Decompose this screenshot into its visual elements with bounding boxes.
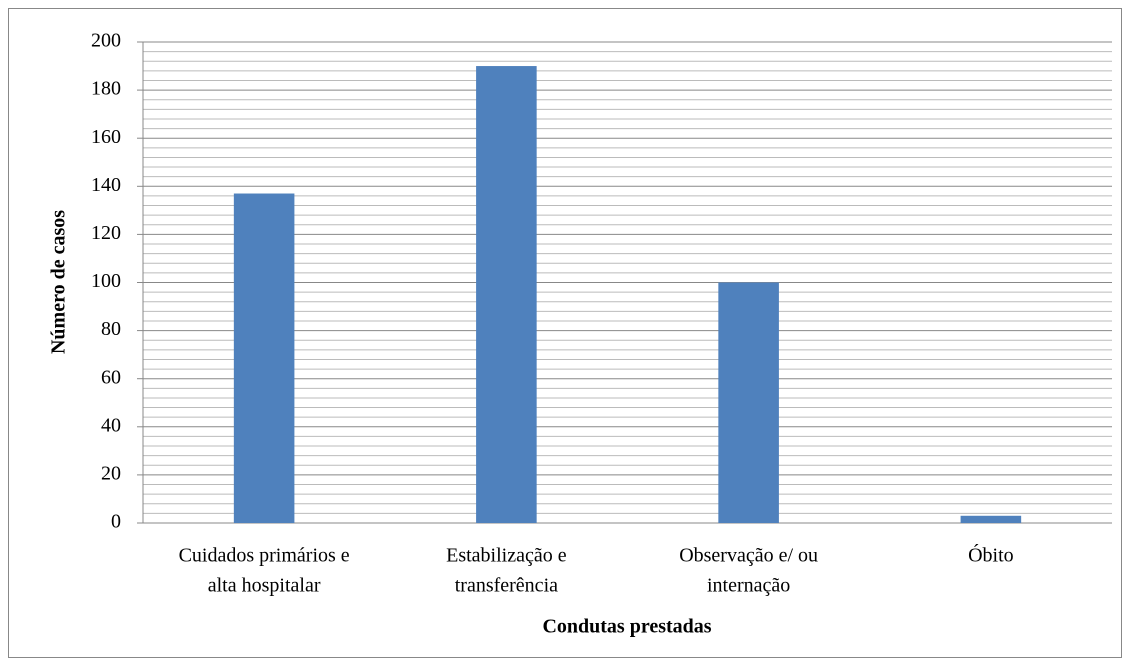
x-tick-label: alta hospitalar <box>208 575 321 597</box>
y-tick-label: 160 <box>91 126 121 148</box>
y-tick-label: 40 <box>101 414 121 436</box>
y-tick-label: 120 <box>91 222 121 244</box>
x-tick-label: transferência <box>455 575 558 597</box>
y-tick-label: 180 <box>91 78 121 100</box>
y-tick-label: 0 <box>111 511 121 533</box>
bar <box>718 282 779 523</box>
x-tick-label: internação <box>707 575 790 597</box>
x-tick-label: Estabilização e <box>446 545 567 567</box>
x-tick-label: Óbito <box>968 543 1014 567</box>
y-tick-label: 20 <box>101 462 121 484</box>
y-tick-label: 100 <box>91 270 121 292</box>
x-tick-label: Cuidados primários e <box>179 545 350 567</box>
y-tick-label: 60 <box>101 366 121 388</box>
x-tick-label: Observação e/ ou <box>679 545 818 567</box>
bar <box>233 193 295 523</box>
bar <box>476 66 537 524</box>
y-tick-label: 80 <box>101 318 121 340</box>
bar <box>960 515 1022 523</box>
chart-border <box>8 8 1122 658</box>
y-tick-label: 140 <box>91 174 121 196</box>
y-axis-title: Número de casos <box>48 210 70 354</box>
x-axis-title: Condutas prestadas <box>542 616 711 638</box>
y-tick-label: 200 <box>91 30 121 52</box>
